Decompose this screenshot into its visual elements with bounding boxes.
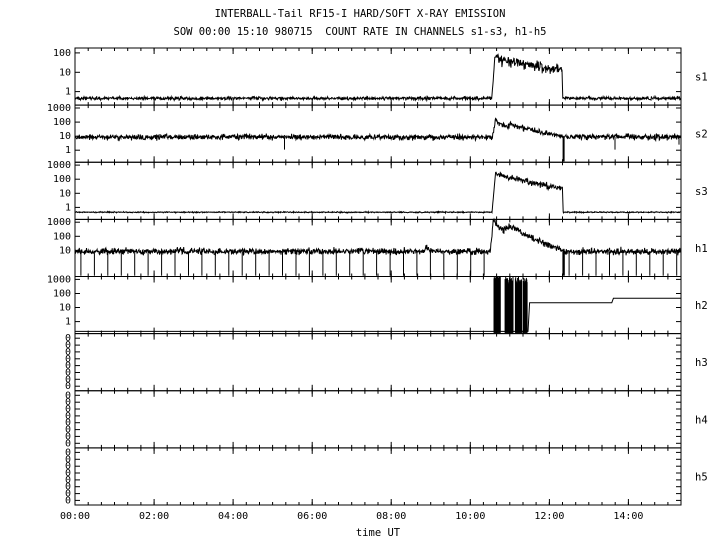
svg-text:h1: h1 xyxy=(695,243,708,255)
svg-text:0: 0 xyxy=(65,489,71,500)
svg-text:s3: s3 xyxy=(695,186,708,198)
svg-text:12:00: 12:00 xyxy=(534,511,564,522)
svg-text:0: 0 xyxy=(65,390,71,401)
svg-text:1000: 1000 xyxy=(47,217,71,228)
svg-text:100: 100 xyxy=(53,289,71,300)
svg-text:10: 10 xyxy=(59,188,71,199)
svg-text:0: 0 xyxy=(65,333,71,344)
svg-text:0: 0 xyxy=(65,447,71,458)
svg-text:100: 100 xyxy=(53,117,71,128)
svg-text:1: 1 xyxy=(65,317,71,328)
svg-text:1000: 1000 xyxy=(47,160,71,171)
svg-text:h4: h4 xyxy=(695,414,708,426)
svg-text:08:00: 08:00 xyxy=(376,511,406,522)
svg-text:0: 0 xyxy=(65,361,71,372)
svg-text:0: 0 xyxy=(65,468,71,479)
svg-text:0: 0 xyxy=(65,461,71,472)
svg-text:04:00: 04:00 xyxy=(218,511,248,522)
svg-text:0: 0 xyxy=(65,368,71,379)
svg-text:0: 0 xyxy=(65,381,71,392)
svg-text:06:00: 06:00 xyxy=(297,511,327,522)
svg-text:00:00: 00:00 xyxy=(60,511,90,522)
svg-text:s2: s2 xyxy=(695,129,708,141)
svg-text:h5: h5 xyxy=(695,471,708,483)
svg-text:100: 100 xyxy=(53,174,71,185)
svg-text:02:00: 02:00 xyxy=(139,511,169,522)
plot-subtitle: SOW 00:00 15:10 980715 COUNT RATE IN CHA… xyxy=(173,26,547,38)
svg-text:0: 0 xyxy=(65,347,71,358)
svg-text:0: 0 xyxy=(65,438,71,449)
svg-text:0: 0 xyxy=(65,495,71,506)
svg-text:10: 10 xyxy=(59,131,71,142)
svg-text:0: 0 xyxy=(65,374,71,385)
svg-text:14:00: 14:00 xyxy=(613,511,643,522)
svg-text:10: 10 xyxy=(59,303,71,314)
svg-text:10: 10 xyxy=(59,245,71,256)
svg-text:0: 0 xyxy=(65,482,71,493)
svg-text:0: 0 xyxy=(65,411,71,422)
svg-text:0: 0 xyxy=(65,340,71,351)
svg-text:0: 0 xyxy=(65,431,71,442)
svg-text:100: 100 xyxy=(53,231,71,242)
svg-text:1: 1 xyxy=(65,202,71,213)
svg-text:100: 100 xyxy=(53,48,71,59)
svg-text:1: 1 xyxy=(65,87,71,98)
svg-text:10:00: 10:00 xyxy=(455,511,485,522)
svg-text:0: 0 xyxy=(65,354,71,365)
svg-text:10: 10 xyxy=(59,67,71,78)
svg-text:h3: h3 xyxy=(695,357,708,369)
svg-text:1000: 1000 xyxy=(47,274,71,285)
svg-text:s1: s1 xyxy=(695,72,708,84)
svg-text:0: 0 xyxy=(65,404,71,415)
svg-text:1: 1 xyxy=(65,145,71,156)
svg-text:0: 0 xyxy=(65,397,71,408)
svg-text:0: 0 xyxy=(65,475,71,486)
svg-text:h2: h2 xyxy=(695,300,708,312)
page-title: INTERBALL-Tail RF15-I HARD/SOFT X-RAY EM… xyxy=(214,8,506,20)
svg-text:0: 0 xyxy=(65,425,71,436)
svg-text:0: 0 xyxy=(65,418,71,429)
x-axis-label: time UT xyxy=(355,527,401,539)
svg-text:0: 0 xyxy=(65,454,71,465)
svg-text:1000: 1000 xyxy=(47,103,71,114)
